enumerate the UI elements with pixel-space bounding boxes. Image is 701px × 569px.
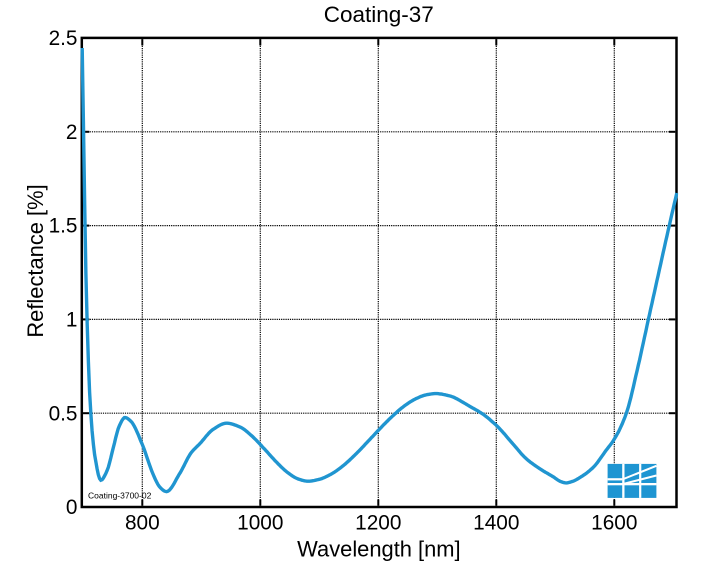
svg-text:2.5: 2.5 — [49, 27, 78, 50]
svg-text:Reflectance [%]: Reflectance [%] — [23, 184, 48, 337]
svg-text:0: 0 — [66, 496, 78, 519]
svg-text:1400: 1400 — [473, 512, 519, 535]
svg-text:1600: 1600 — [591, 512, 637, 535]
svg-text:1: 1 — [66, 309, 78, 332]
svg-text:Coating-37: Coating-37 — [324, 2, 434, 27]
svg-text:1.5: 1.5 — [49, 215, 78, 238]
svg-text:800: 800 — [125, 512, 160, 535]
svg-text:Coating-3700-02: Coating-3700-02 — [88, 490, 152, 500]
svg-text:Wavelength [nm]: Wavelength [nm] — [297, 536, 460, 561]
svg-text:1200: 1200 — [355, 512, 401, 535]
svg-text:1000: 1000 — [237, 512, 283, 535]
svg-text:2: 2 — [66, 121, 78, 144]
svg-text:0.5: 0.5 — [49, 402, 78, 425]
